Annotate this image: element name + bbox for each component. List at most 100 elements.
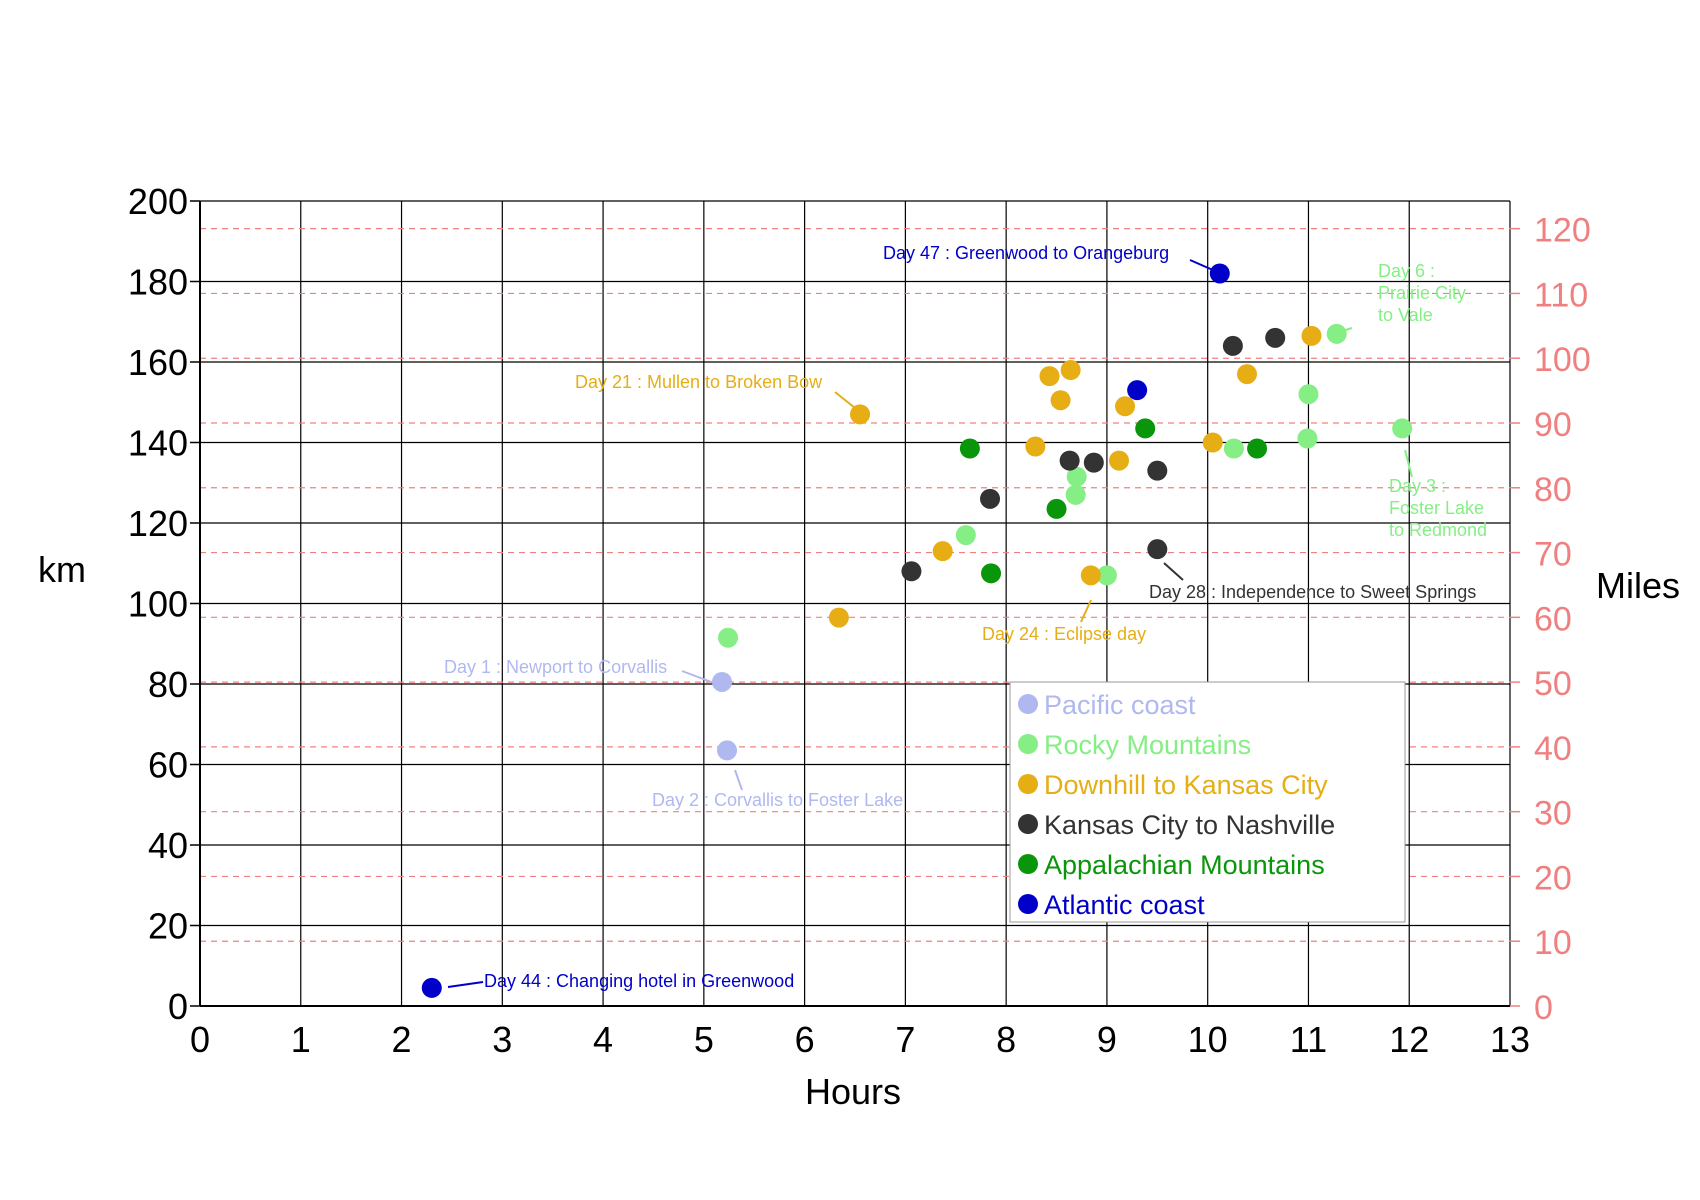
data-point [421, 977, 442, 998]
data-point [1301, 325, 1322, 346]
legend-marker [1018, 774, 1038, 794]
annotation-label: Day 47 : Greenwood to Orangeburg [883, 243, 1169, 263]
y-tick-label: 0 [168, 986, 188, 1027]
data-point [980, 488, 1001, 509]
x-tick-label: 4 [593, 1019, 613, 1060]
x-tick-label: 10 [1188, 1019, 1228, 1060]
y2-tick-label: 100 [1534, 341, 1591, 379]
y-tick-label: 20 [148, 906, 188, 947]
y-axis-title: km [38, 549, 86, 590]
legend-label: Kansas City to Nashville [1044, 810, 1335, 840]
data-point [1135, 418, 1156, 439]
data-point [1115, 396, 1136, 417]
annotation-label: Day 44 : Changing hotel in Greenwood [484, 971, 794, 991]
annotation-label: Day 21 : Mullen to Broken Bow [575, 372, 823, 392]
data-point [1298, 384, 1319, 405]
data-point [1025, 436, 1046, 457]
y-tick-label: 40 [148, 825, 188, 866]
annotation-leader-line [1404, 449, 1413, 478]
data-point [718, 627, 739, 648]
y-tick-label: 140 [128, 423, 188, 464]
y2-tick-label: 90 [1534, 406, 1572, 444]
data-point [901, 561, 922, 582]
legend-label: Appalachian Mountains [1044, 850, 1325, 880]
y-tick-label: 160 [128, 342, 188, 383]
data-point [1392, 418, 1413, 439]
annotation-label: to Vale [1378, 305, 1433, 325]
y2-tick-label: 50 [1534, 665, 1572, 703]
data-point [932, 541, 953, 562]
annotation-label: to Redmond [1389, 520, 1487, 540]
annotation-label: Day 6 : [1378, 261, 1435, 281]
annotation-label: Foster Lake [1389, 498, 1484, 518]
data-point [1083, 452, 1104, 473]
data-point [1060, 360, 1081, 381]
y2-tick-label: 40 [1534, 730, 1572, 768]
data-point [828, 607, 849, 628]
data-point [1236, 364, 1257, 385]
annotation-label: Day 3 : [1389, 476, 1446, 496]
x-tick-label: 5 [694, 1019, 714, 1060]
data-point [850, 404, 871, 425]
data-point [1147, 460, 1168, 481]
legend-marker [1018, 694, 1038, 714]
legend-box [1009, 681, 1406, 923]
data-point [1080, 565, 1101, 586]
y-tick-label: 200 [128, 181, 188, 222]
data-point [1059, 450, 1080, 471]
x-tick-label: 0 [190, 1019, 210, 1060]
data-point [1050, 390, 1071, 411]
data-point [1065, 484, 1086, 505]
legend-label: Pacific coast [1044, 690, 1196, 720]
data-point [1046, 498, 1067, 519]
annotation-label: Prairie City [1378, 283, 1466, 303]
y-tick-label: 60 [148, 745, 188, 786]
annotation-leader-line [1080, 599, 1092, 623]
data-point [1202, 432, 1223, 453]
annotation-label: Day 2 : Corvallis to Foster Lake [652, 790, 903, 810]
data-point [1265, 327, 1286, 348]
y2-tick-label: 10 [1534, 924, 1572, 962]
x-tick-label: 11 [1290, 1019, 1327, 1060]
x-tick-label: 3 [492, 1019, 512, 1060]
y2-tick-label: 110 [1534, 276, 1588, 314]
data-point [717, 740, 738, 761]
y2-tick-label: 0 [1534, 989, 1553, 1027]
data-point [1127, 380, 1148, 401]
data-point [711, 671, 732, 692]
legend-label: Atlantic coast [1044, 890, 1205, 920]
x-tick-label: 13 [1490, 1019, 1530, 1060]
data-point [1066, 466, 1087, 487]
legend-marker [1018, 894, 1038, 914]
y2-tick-label: 120 [1534, 212, 1591, 250]
y-tick-label: 180 [128, 262, 188, 303]
annotation-leader-line [734, 769, 743, 791]
x-tick-label: 9 [1097, 1019, 1117, 1060]
x-tick-label: 7 [895, 1019, 915, 1060]
x-tick-label: 8 [996, 1019, 1016, 1060]
x-tick-label: 6 [795, 1019, 815, 1060]
y2-tick-label: 60 [1534, 600, 1572, 638]
x-tick-label: 12 [1389, 1019, 1429, 1060]
data-point [1222, 335, 1243, 356]
data-point [1223, 438, 1244, 459]
annotation-leader-line [447, 981, 484, 988]
x-tick-label: 2 [392, 1019, 412, 1060]
annotation-leader-line [1163, 562, 1184, 581]
y2-axis-title: Miles [1596, 565, 1680, 606]
data-point [1147, 539, 1168, 560]
legend-marker [1018, 734, 1038, 754]
data-point [1209, 263, 1230, 284]
legend-label: Downhill to Kansas City [1044, 770, 1328, 800]
annotation-label: Day 1 : Newport to Corvallis [444, 657, 667, 677]
legend-marker [1018, 854, 1038, 874]
data-point [1326, 323, 1347, 344]
y2-tick-label: 30 [1534, 795, 1572, 833]
y-tick-label: 80 [148, 664, 188, 705]
y2-tick-label: 20 [1534, 859, 1572, 897]
data-point [981, 563, 1002, 584]
x-tick-label: 1 [291, 1019, 311, 1060]
legend-label: Rocky Mountains [1044, 730, 1251, 760]
data-point [1247, 438, 1268, 459]
data-point [1297, 428, 1318, 449]
